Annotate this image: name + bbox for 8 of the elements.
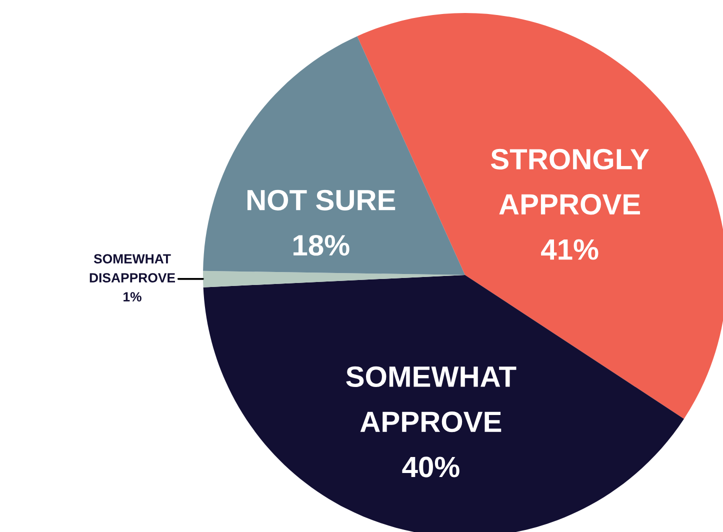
data-label: 1% [124,292,142,302]
slice-label: NOT SURE [248,190,396,210]
slice-label: STRONGLY APPROVE [490,148,650,215]
data-label: 41% [541,239,598,260]
slice-label: SOMEWHAT APPROVE [346,366,516,432]
data-label: 18% [294,234,350,256]
data-label: 40% [402,456,460,478]
slice-label: SOMEWHAT DISAPPROVE [90,254,176,282]
